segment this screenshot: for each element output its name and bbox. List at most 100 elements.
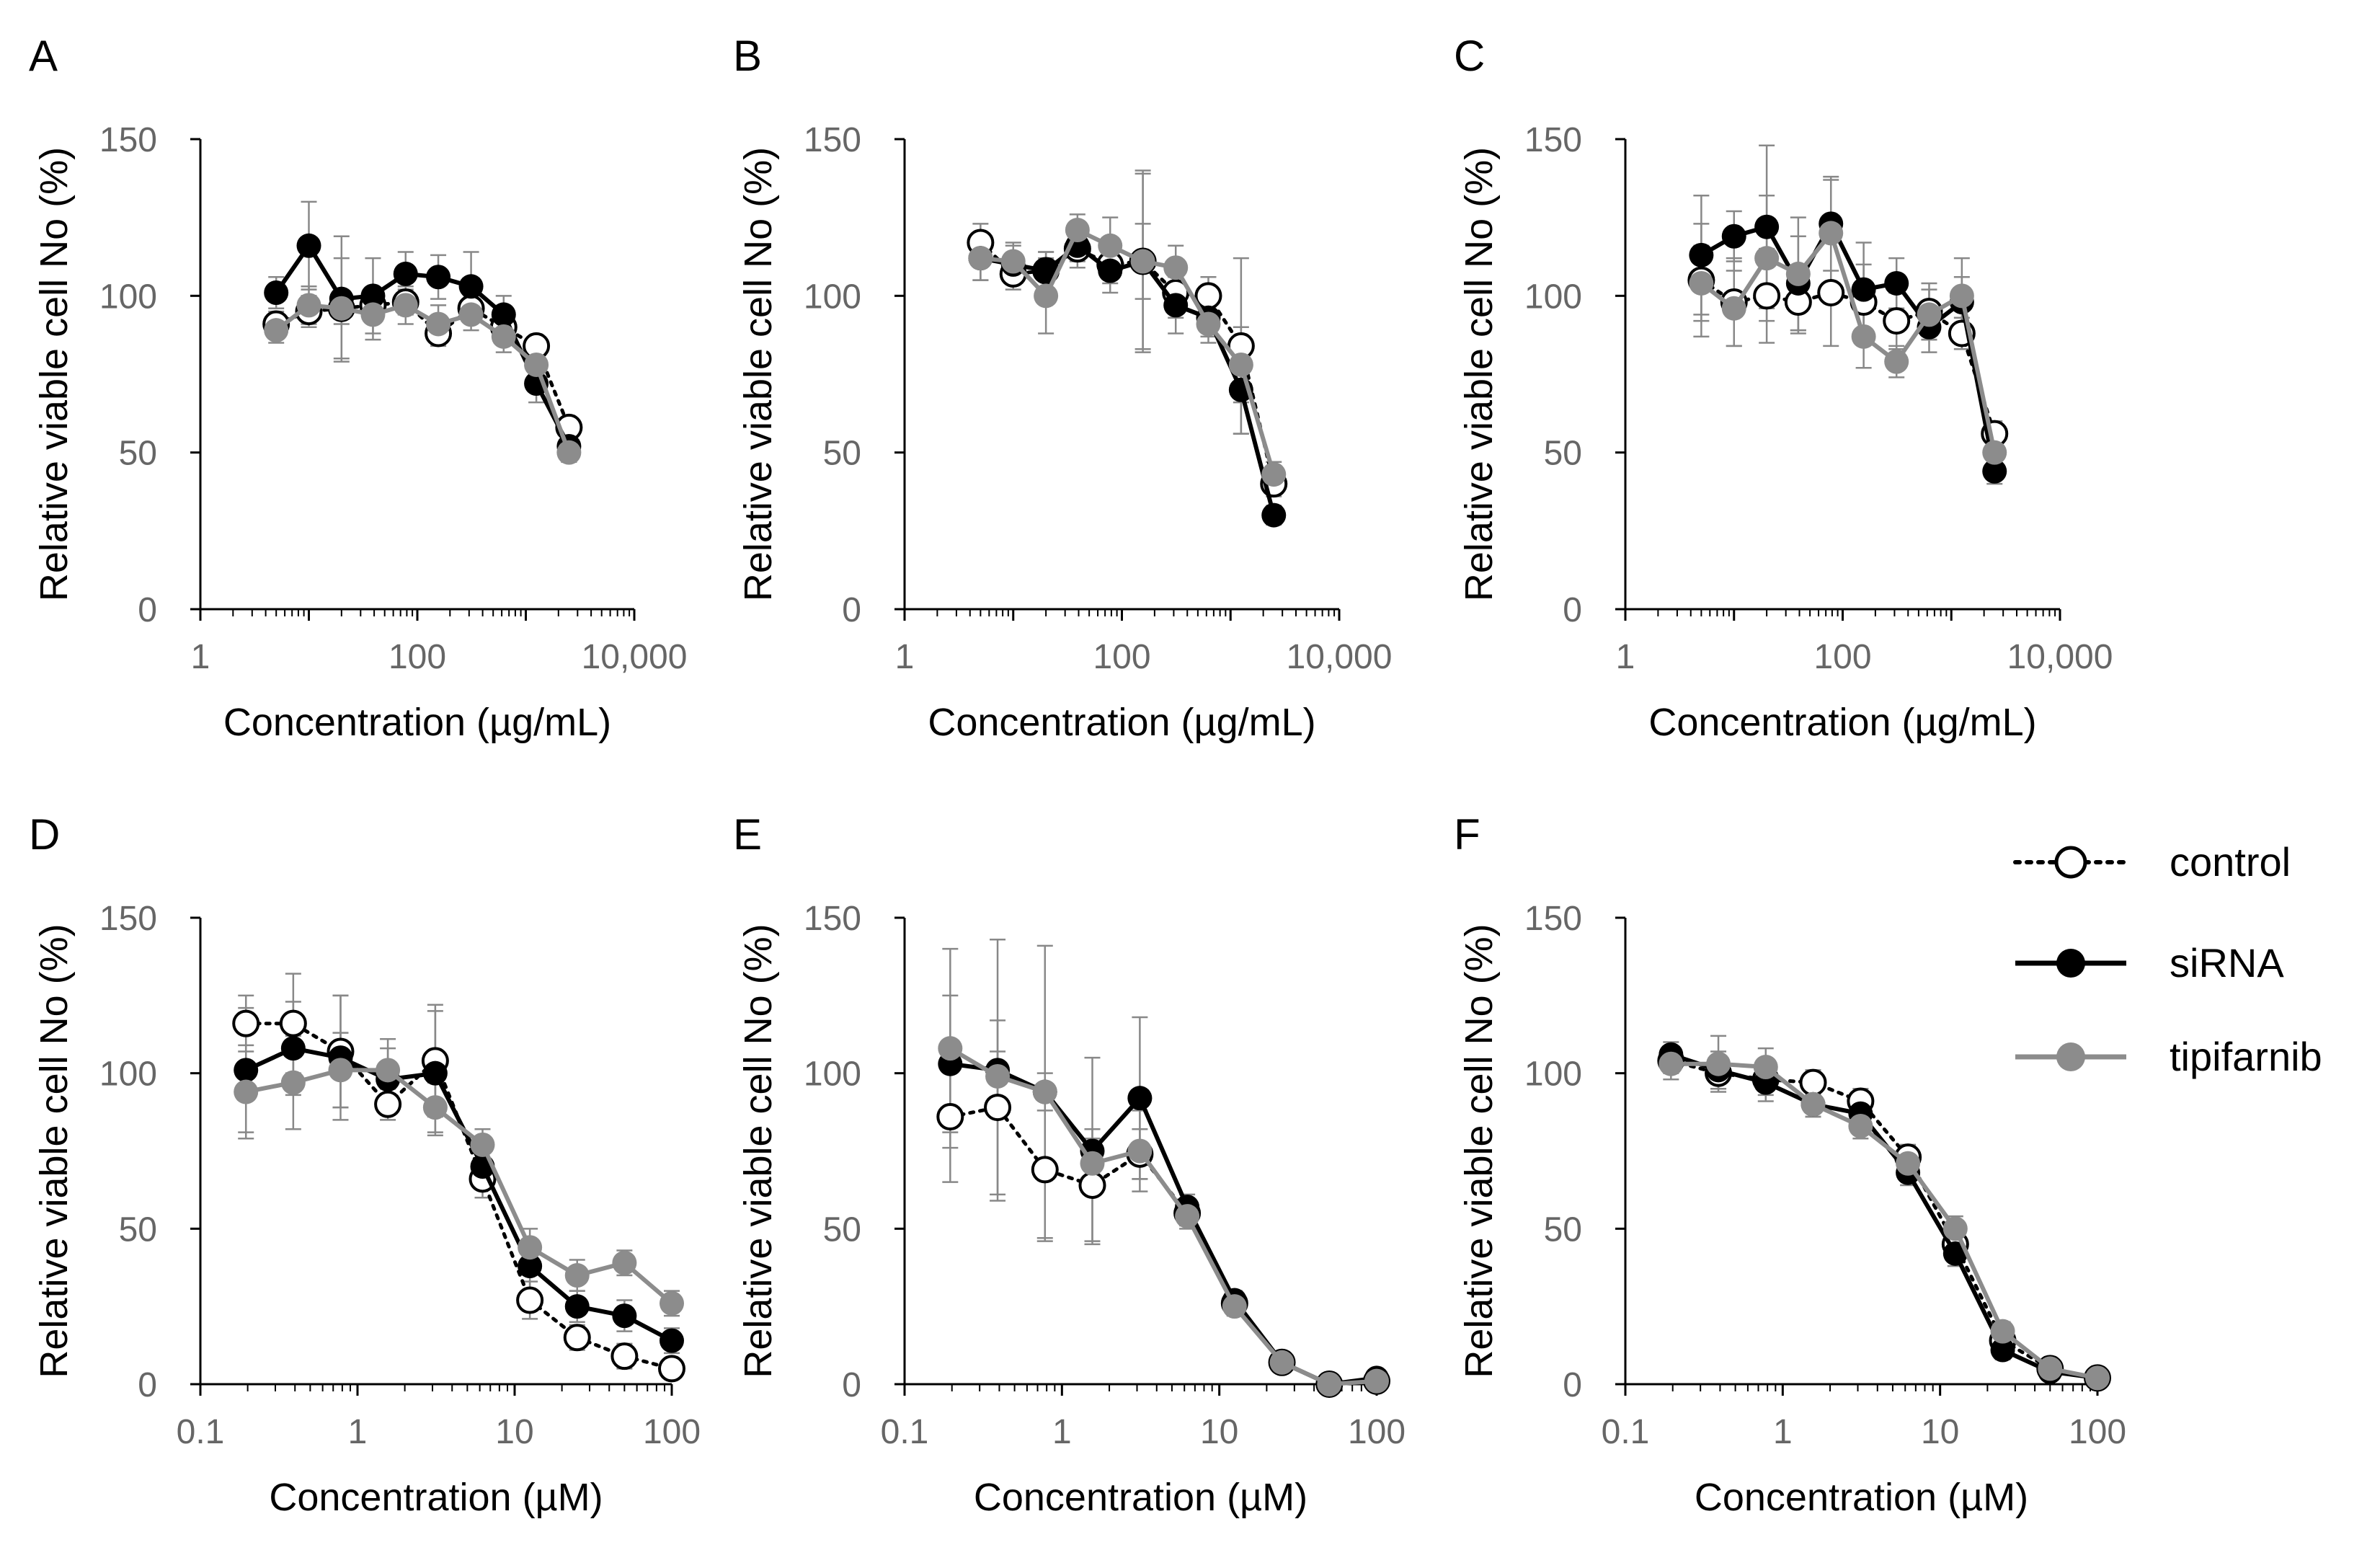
x-tick-label: 10 xyxy=(1200,1413,1238,1451)
x-tick-label: 10 xyxy=(495,1413,533,1451)
y-axis-label: Relative viable cell No (%) xyxy=(1457,147,1501,601)
data-point-sirna xyxy=(1127,1086,1153,1111)
panel-label-e: E xyxy=(733,810,762,859)
data-point-tipifarnib xyxy=(2038,1356,2063,1381)
data-point-sirna xyxy=(458,274,484,299)
y-tick-label: 100 xyxy=(1524,1055,1582,1094)
panel-label-f: F xyxy=(1454,810,1480,859)
chart-panel-e: E 0 50 100 150 0.1 1 10 100 Concentration (µM) Rel… xyxy=(733,810,1406,1519)
data-point-sirna xyxy=(1990,1337,2015,1363)
legend-label-tipifarnib: tipifarnib xyxy=(2170,1034,2322,1079)
data-point-tipifarnib xyxy=(1317,1372,1342,1396)
data-point-tipifarnib xyxy=(1261,462,1287,487)
legend: control siRNA tipifarnib xyxy=(2013,839,2322,1079)
y-tick-label: 150 xyxy=(99,121,157,159)
data-point-control xyxy=(1031,1156,1059,1184)
series-tipifarnib xyxy=(1659,1051,2110,1391)
x-tick-label: 100 xyxy=(1813,638,1871,676)
series-line-sirna xyxy=(244,1046,673,1343)
x-tick-label: 10,000 xyxy=(1287,638,1393,676)
x-axis-label: Concentration (µg/mL) xyxy=(1648,701,2036,744)
x-tick-label: 1 xyxy=(191,638,210,676)
x-tick-label: 100 xyxy=(2069,1413,2126,1451)
y-tick-label: 100 xyxy=(1524,278,1582,316)
series-line-tipifarnib xyxy=(1671,1061,2098,1381)
y-tick-label: 0 xyxy=(842,1366,861,1404)
y-tick-label: 150 xyxy=(1524,900,1582,938)
y-tick-label: 100 xyxy=(804,278,861,316)
data-point-tipifarnib xyxy=(1098,233,1123,258)
series-tipifarnib xyxy=(234,1058,684,1316)
series-sirna xyxy=(1689,211,2007,484)
x-tick-label: 100 xyxy=(388,638,446,676)
data-point-sirna xyxy=(1261,502,1287,528)
x-axis-label: Concentration (µg/mL) xyxy=(223,701,611,744)
data-point-tipifarnib xyxy=(1034,283,1059,309)
y-tick-label: 100 xyxy=(99,278,157,316)
data-point-tipifarnib xyxy=(1163,255,1189,280)
data-point-sirna xyxy=(1851,277,1876,302)
data-point-tipifarnib xyxy=(1754,246,1780,271)
series-line-control xyxy=(1669,1058,2100,1380)
data-point-tipifarnib xyxy=(328,1058,353,1083)
y-tick-label: 150 xyxy=(804,900,861,938)
y-tick-label: 100 xyxy=(99,1055,157,1094)
data-point-tipifarnib xyxy=(1130,249,1155,274)
data-point-tipifarnib xyxy=(564,1263,590,1288)
y-axis-label: Relative viable cell No (%) xyxy=(32,147,76,601)
x-tick-label: 1 xyxy=(348,1413,368,1451)
y-tick-label: 50 xyxy=(823,1210,861,1249)
data-point-control xyxy=(563,1324,591,1352)
data-point-sirna xyxy=(422,1060,448,1086)
data-point-control xyxy=(374,1090,402,1118)
y-tick-label: 0 xyxy=(138,1366,157,1404)
y-axis-label: Relative viable cell No (%) xyxy=(1457,924,1501,1378)
legend-marker-control xyxy=(2054,846,2087,879)
y-tick-label: 50 xyxy=(1544,435,1582,473)
x-tick-label: 100 xyxy=(1348,1413,1406,1451)
error-bars-tipifarnib xyxy=(1663,1035,2105,1382)
x-tick-label: 1 xyxy=(1773,1413,1793,1451)
data-point-sirna xyxy=(1098,258,1123,283)
data-point-tipifarnib xyxy=(1851,324,1876,349)
legend-item-sirna: siRNA xyxy=(2015,940,2284,986)
series-control xyxy=(232,1009,685,1383)
series-tipifarnib xyxy=(968,218,1287,487)
legend-marker-sirna xyxy=(2056,949,2085,978)
data-point-tipifarnib xyxy=(518,1235,543,1260)
data-point-sirna xyxy=(393,261,418,286)
panel-label-c: C xyxy=(1454,32,1485,80)
chart-panel-c: C 0 50 100 150 1 100 10,000 Concentration (µg/mL… xyxy=(1454,32,2113,744)
series-sirna xyxy=(1659,1042,2110,1391)
y-axis-label: Relative viable cell No (%) xyxy=(32,924,76,1378)
data-point-control xyxy=(1753,282,1781,310)
y-tick-label: 0 xyxy=(1563,591,1582,629)
x-tick-label: 10,000 xyxy=(582,638,688,676)
data-point-tipifarnib xyxy=(470,1132,495,1157)
data-point-tipifarnib xyxy=(1065,218,1090,243)
y-axis-label: Relative viable cell No (%) xyxy=(737,147,780,601)
data-point-sirna xyxy=(491,302,516,327)
data-point-sirna xyxy=(564,1294,590,1319)
data-point-sirna xyxy=(1163,293,1189,318)
series-line-control xyxy=(244,1022,674,1370)
data-point-tipifarnib xyxy=(1819,221,1844,246)
x-axis-label: Concentration (µM) xyxy=(1695,1476,2028,1519)
data-point-tipifarnib xyxy=(458,302,484,327)
series-control xyxy=(1657,1047,2111,1392)
data-point-sirna xyxy=(518,1254,543,1279)
data-point-control xyxy=(1078,1171,1106,1199)
error-bars-tipifarnib xyxy=(942,947,1385,1386)
data-point-control xyxy=(658,1355,685,1383)
data-point-tipifarnib xyxy=(1689,270,1714,296)
panel-label-b: B xyxy=(733,32,762,80)
y-axis-label: Relative viable cell No (%) xyxy=(737,924,780,1378)
series-line-control xyxy=(978,240,1276,486)
data-point-tipifarnib xyxy=(1000,249,1026,274)
data-point-tipifarnib xyxy=(1990,1319,2015,1344)
series-sirna xyxy=(234,1036,684,1353)
data-point-control xyxy=(1883,307,1911,335)
data-point-tipifarnib xyxy=(556,440,582,465)
data-point-sirna xyxy=(360,283,386,309)
data-point-sirna xyxy=(1754,214,1780,239)
